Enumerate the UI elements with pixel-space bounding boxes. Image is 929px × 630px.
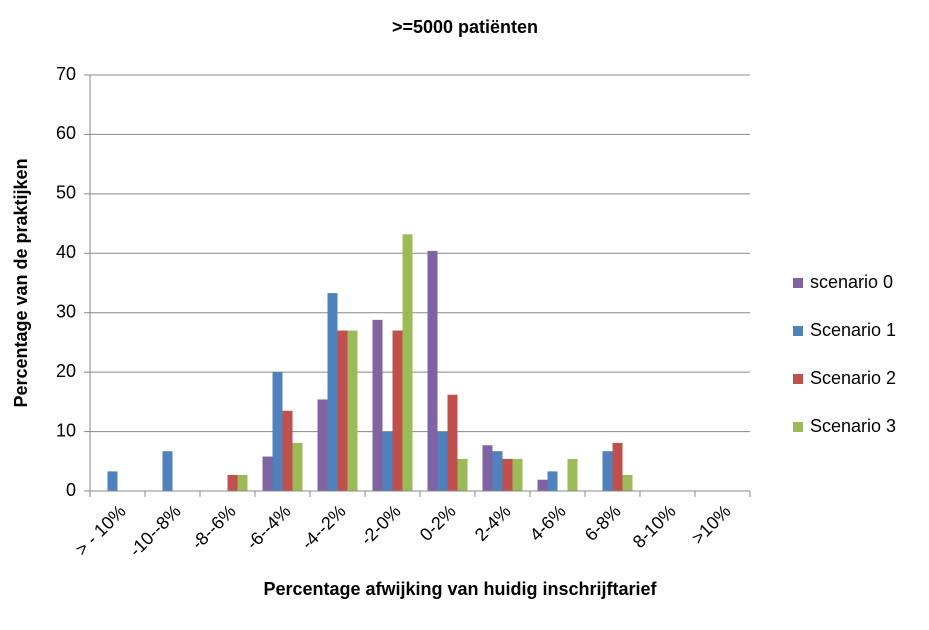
bar [337, 330, 348, 491]
bar [602, 451, 613, 491]
bar [547, 471, 558, 491]
legend-label: Scenario 2 [810, 368, 896, 388]
bar [402, 234, 413, 492]
legend-label: Scenario 1 [810, 320, 896, 340]
bar [272, 372, 283, 491]
bar [237, 474, 248, 491]
bar [427, 250, 438, 491]
legend-swatch [793, 278, 803, 288]
bar [292, 442, 303, 491]
y-tick-label: 50 [56, 183, 76, 203]
bar [392, 330, 403, 491]
bar [537, 479, 548, 491]
legend-swatch [793, 326, 803, 336]
y-tick-label: 70 [56, 64, 76, 84]
bar [227, 474, 238, 491]
bar [317, 399, 328, 491]
y-tick-label: 0 [66, 480, 76, 500]
chart-title: >=5000 patiënten [392, 17, 538, 37]
y-tick-label: 30 [56, 301, 76, 321]
bar [622, 474, 633, 491]
bar [107, 471, 118, 491]
bar [447, 394, 458, 491]
bar [502, 458, 513, 491]
bar [512, 458, 523, 491]
bar [492, 451, 503, 491]
bar [437, 431, 448, 491]
bar [372, 319, 383, 491]
legend-label: scenario 0 [810, 272, 893, 292]
y-tick-label: 40 [56, 242, 76, 262]
legend-swatch [793, 374, 803, 384]
legend-swatch [793, 422, 803, 432]
bar [282, 410, 293, 491]
bar [612, 442, 623, 491]
bar [567, 458, 578, 491]
bar [327, 293, 338, 491]
y-tick-label: 60 [56, 123, 76, 143]
bar [382, 431, 393, 491]
y-tick-label: 20 [56, 361, 76, 381]
legend-label: Scenario 3 [810, 416, 896, 436]
bar [262, 456, 273, 491]
bar [482, 445, 493, 491]
bar [457, 458, 468, 491]
bar [162, 451, 173, 491]
x-axis-label: Percentage afwijking van huidig inschrij… [263, 579, 657, 599]
bar [347, 330, 358, 491]
y-axis-label: Percentage van de praktijken [11, 158, 31, 407]
y-tick-label: 10 [56, 420, 76, 440]
